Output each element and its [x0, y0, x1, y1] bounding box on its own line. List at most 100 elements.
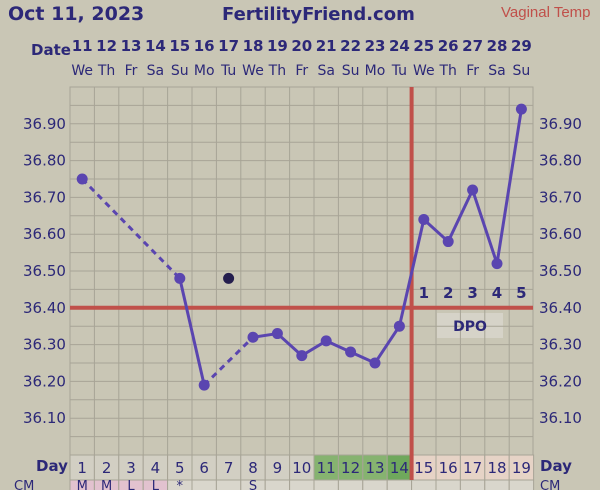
y-tick-left: 36.80 — [23, 152, 66, 170]
cm-cell — [411, 479, 437, 490]
date-label: 20 — [291, 37, 312, 55]
dpo-number: 3 — [467, 284, 477, 302]
dpo-number: 2 — [443, 284, 453, 302]
site-name: FertilityFriend.com — [222, 4, 415, 25]
cm-label: M — [77, 479, 88, 490]
weekday-label: Mo — [365, 63, 386, 79]
weekday-label: Fr — [295, 63, 308, 79]
cm-label: * — [177, 479, 184, 490]
cm-label: L — [127, 479, 135, 490]
cycle-day-label: 11 — [317, 459, 336, 477]
cm-cell — [362, 479, 388, 490]
cycle-day-label: 10 — [292, 459, 311, 477]
temp-point — [247, 331, 259, 343]
weekday-label: Tu — [391, 63, 407, 79]
temp-point — [345, 346, 357, 358]
discarded-temp-point — [223, 272, 235, 284]
day-cell — [484, 454, 510, 481]
cycle-day-label: 19 — [512, 459, 531, 477]
dpo-number: 1 — [419, 284, 429, 302]
cm-cell — [289, 479, 315, 490]
temp-segment — [495, 108, 523, 264]
chart-date: Oct 11, 2023 — [8, 3, 144, 25]
weekday-label: We — [242, 63, 264, 79]
cycle-day-label: 3 — [126, 459, 136, 477]
weekday-label: Th — [97, 63, 115, 79]
temp-point — [76, 173, 88, 185]
date-label: 24 — [389, 37, 410, 55]
cm-row-label-left: CM — [14, 479, 34, 490]
temp-segment — [373, 325, 401, 364]
temp-segment — [397, 219, 426, 327]
cycle-day-label: 15 — [414, 459, 433, 477]
date-label: 18 — [243, 37, 264, 55]
cycle-day-label: 17 — [463, 459, 482, 477]
cm-cell — [435, 479, 461, 490]
y-tick-right: 36.10 — [539, 409, 582, 427]
temp-point — [369, 357, 381, 369]
y-tick-left: 36.60 — [23, 225, 66, 243]
cm-cell — [459, 479, 486, 490]
cycle-day-label: 5 — [175, 459, 185, 477]
day-row-label-right: Day — [540, 457, 572, 475]
weekday-label: We — [71, 63, 93, 79]
date-label: 23 — [365, 37, 386, 55]
date-label: 17 — [218, 37, 239, 55]
cycle-day-label: 4 — [151, 459, 161, 477]
date-label: 21 — [316, 37, 337, 55]
temp-point — [393, 320, 405, 332]
cm-cell — [386, 479, 413, 490]
weekday-label: Su — [513, 63, 531, 79]
day-cell — [167, 454, 193, 481]
y-tick-left: 36.40 — [23, 299, 66, 317]
day-cell — [215, 454, 242, 481]
temp-segment-dashed — [203, 336, 255, 387]
cycle-day-label: 18 — [487, 459, 506, 477]
cycle-day-label: 16 — [439, 459, 458, 477]
temp-segment — [446, 189, 474, 243]
date-label: 14 — [145, 37, 166, 55]
cm-label: M — [101, 479, 112, 490]
cm-cell — [264, 479, 291, 490]
date-label: 22 — [340, 37, 361, 55]
date-label: 28 — [487, 37, 508, 55]
weekday-label: Sa — [147, 63, 164, 79]
y-tick-left: 36.70 — [23, 188, 66, 206]
cycle-day-label: 8 — [248, 459, 258, 477]
cycle-day-label: 1 — [77, 459, 87, 477]
cm-cell — [313, 479, 339, 490]
date-label: 27 — [462, 37, 483, 55]
weekday-label: Tu — [220, 63, 236, 79]
cm-cell — [508, 479, 535, 490]
day-cell — [313, 454, 339, 481]
y-tick-left: 36.10 — [23, 409, 66, 427]
temp-point — [515, 103, 527, 115]
cm-cell — [191, 479, 217, 490]
y-tick-right: 36.30 — [539, 336, 582, 354]
weekday-label: Su — [342, 63, 360, 79]
cycle-day-label: 9 — [273, 459, 283, 477]
temp-segment — [471, 189, 499, 265]
weekday-label: Fr — [125, 63, 138, 79]
cm-cell — [215, 479, 242, 490]
day-row-label-left: Day — [36, 457, 68, 475]
temp-point — [296, 350, 308, 362]
weekday-label: Th — [268, 63, 286, 79]
dpo-label: DPO — [453, 319, 487, 335]
temp-point — [418, 213, 430, 225]
cycle-day-label: 14 — [390, 459, 409, 477]
cm-label: L — [152, 479, 160, 490]
y-tick-right: 36.60 — [539, 225, 582, 243]
y-tick-left: 36.90 — [23, 115, 66, 133]
weekday-label: Th — [438, 63, 456, 79]
y-tick-left: 36.50 — [23, 262, 66, 280]
y-tick-right: 36.70 — [539, 188, 582, 206]
dpo-number: 5 — [516, 284, 526, 302]
y-tick-right: 36.40 — [539, 299, 582, 317]
weekday-label: Fr — [466, 63, 479, 79]
y-tick-right: 36.20 — [539, 372, 582, 390]
temp-point — [442, 236, 454, 248]
dpo-box — [437, 313, 503, 338]
weekday-label: We — [413, 63, 435, 79]
